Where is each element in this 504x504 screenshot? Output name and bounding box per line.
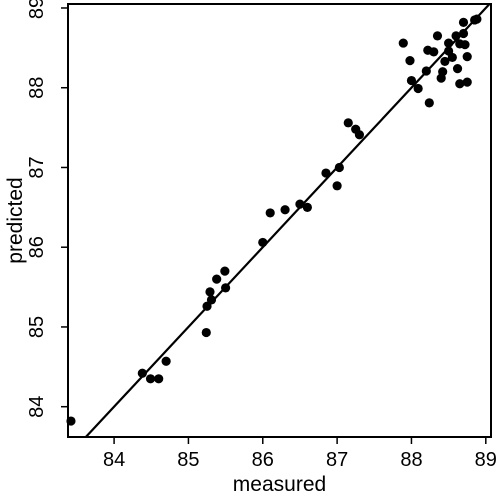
data-point (460, 40, 470, 50)
data-point (265, 208, 275, 218)
x-tick-label-85: 85 (177, 449, 199, 471)
data-points (66, 14, 482, 426)
data-point (201, 327, 211, 338)
identity-line (85, 3, 491, 438)
y-tick-label-88: 88 (26, 77, 48, 99)
data-point (413, 83, 423, 94)
data-point (424, 98, 434, 108)
data-point (438, 67, 448, 77)
data-point (154, 374, 164, 384)
y-tick-label-89: 89 (26, 0, 48, 19)
y-axis-label: predicted (4, 177, 27, 263)
data-point (444, 38, 454, 48)
data-point (440, 56, 450, 67)
x-axis-label: measured (233, 473, 326, 496)
data-point (452, 63, 463, 74)
data-point (161, 356, 171, 366)
data-point (405, 56, 415, 66)
data-point (321, 168, 331, 178)
data-point (280, 205, 290, 215)
data-point (332, 181, 342, 191)
data-point (455, 79, 465, 89)
x-tick-label-89: 89 (475, 449, 497, 471)
data-point (462, 77, 472, 87)
data-point (220, 266, 230, 276)
data-point (137, 368, 147, 378)
data-point (458, 17, 469, 27)
y-tick-label-86: 86 (26, 236, 48, 258)
y-tick-label-85: 85 (26, 316, 48, 338)
data-point (205, 287, 215, 297)
data-point (451, 31, 461, 41)
data-point (212, 274, 222, 284)
data-point (354, 130, 365, 140)
data-point (334, 162, 344, 173)
data-point (447, 52, 457, 63)
x-tick-label-88: 88 (400, 449, 422, 471)
data-point (472, 14, 482, 24)
data-point (221, 283, 231, 293)
data-point (398, 38, 408, 48)
data-point (258, 237, 268, 248)
data-point (145, 374, 156, 384)
x-tick-label-86: 86 (252, 449, 274, 471)
data-point (302, 202, 312, 212)
reference-line-layer (85, 3, 491, 438)
data-point (421, 66, 431, 76)
x-tick-label-87: 87 (326, 449, 348, 471)
data-point (406, 75, 417, 86)
data-point (458, 28, 469, 39)
y-tick-label-84: 84 (26, 396, 48, 418)
data-point (206, 295, 217, 305)
data-point (202, 301, 212, 311)
data-point (462, 52, 472, 62)
data-point (343, 118, 353, 128)
x-tick-label-84: 84 (103, 449, 125, 471)
data-point (432, 31, 443, 41)
data-point (295, 199, 305, 209)
y-tick-label-87: 87 (26, 156, 48, 178)
plot-frame (67, 3, 492, 438)
axis-ticks: 84 85 86 87 88 89 84 85 86 87 88 89 (26, 0, 497, 471)
data-point (429, 47, 439, 57)
